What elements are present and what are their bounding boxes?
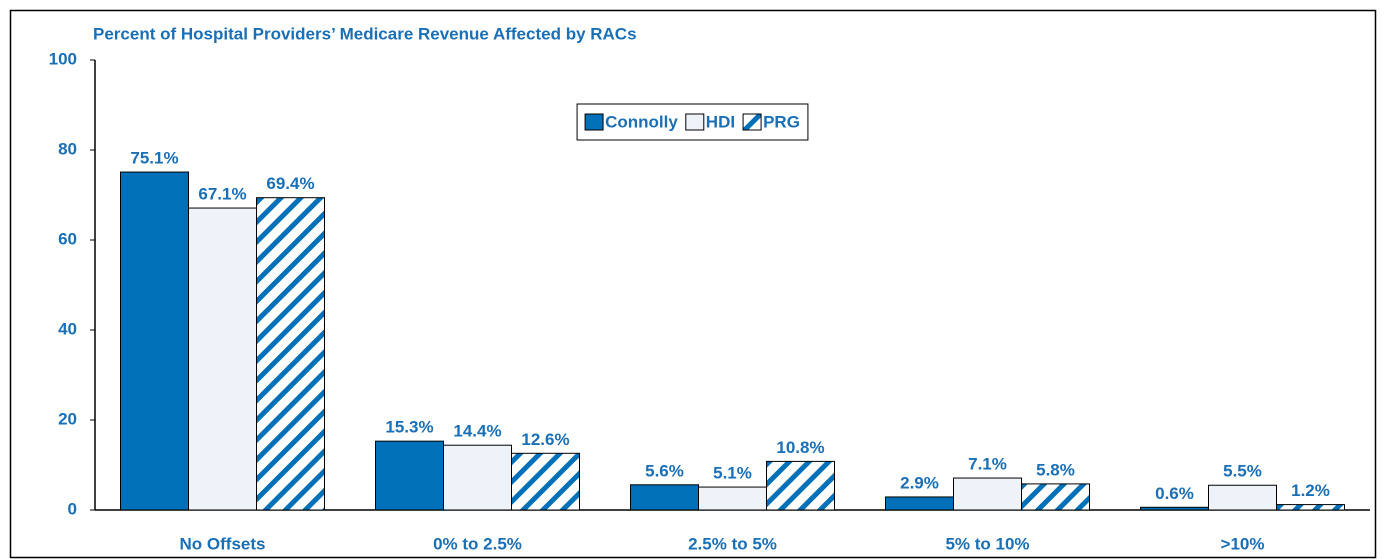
legend-swatch	[742, 113, 762, 131]
value-label: 10.8%	[776, 438, 824, 457]
value-label: 69.4%	[266, 174, 314, 193]
x-tick-label: No Offsets	[180, 534, 266, 553]
value-label: 15.3%	[385, 418, 433, 437]
bar	[120, 171, 189, 511]
bar	[766, 460, 835, 511]
y-tick-label: 60	[58, 229, 77, 248]
value-label: 14.4%	[453, 422, 501, 441]
y-tick-label: 100	[49, 49, 77, 68]
value-label: 5.8%	[1036, 460, 1075, 479]
y-tick-label: 0	[68, 499, 77, 518]
value-label: 1.2%	[1291, 481, 1330, 500]
y-tick-label: 20	[58, 409, 77, 428]
bar	[1208, 484, 1277, 511]
value-label: 5.1%	[713, 464, 752, 483]
chart-title: Percent of Hospital Providers’ Medicare …	[93, 24, 637, 43]
frame	[9, 9, 1377, 559]
bar	[256, 197, 325, 511]
bar	[511, 452, 580, 511]
legend-label: PRG	[763, 112, 800, 131]
bar	[885, 496, 954, 511]
value-label: 7.1%	[968, 455, 1007, 474]
x-tick-label: 2.5% to 5%	[688, 534, 777, 553]
bar	[375, 440, 444, 511]
x-tick-label: 0% to 2.5%	[433, 534, 522, 553]
value-label: 67.1%	[198, 185, 246, 204]
bar	[443, 444, 512, 511]
x-tick-label: >10%	[1221, 534, 1265, 553]
value-label: 0.6%	[1155, 484, 1194, 503]
y-tick-label: 80	[58, 139, 77, 158]
y-tick-label: 40	[58, 319, 77, 338]
value-label: 5.5%	[1223, 462, 1262, 481]
bar	[1276, 504, 1345, 511]
legend-swatch	[685, 113, 705, 131]
bar	[188, 207, 257, 511]
value-label: 12.6%	[521, 430, 569, 449]
value-label: 75.1%	[130, 149, 178, 168]
legend-label: HDI	[706, 112, 735, 131]
x-tick-label: 5% to 10%	[945, 534, 1029, 553]
legend-swatch	[584, 113, 604, 131]
value-label: 2.9%	[900, 473, 939, 492]
bar	[630, 484, 699, 511]
value-label: 5.6%	[645, 461, 684, 480]
bar	[698, 486, 767, 511]
bar	[953, 477, 1022, 511]
legend-label: Connolly	[605, 112, 678, 131]
bar	[1021, 483, 1090, 511]
bar	[1140, 506, 1209, 511]
